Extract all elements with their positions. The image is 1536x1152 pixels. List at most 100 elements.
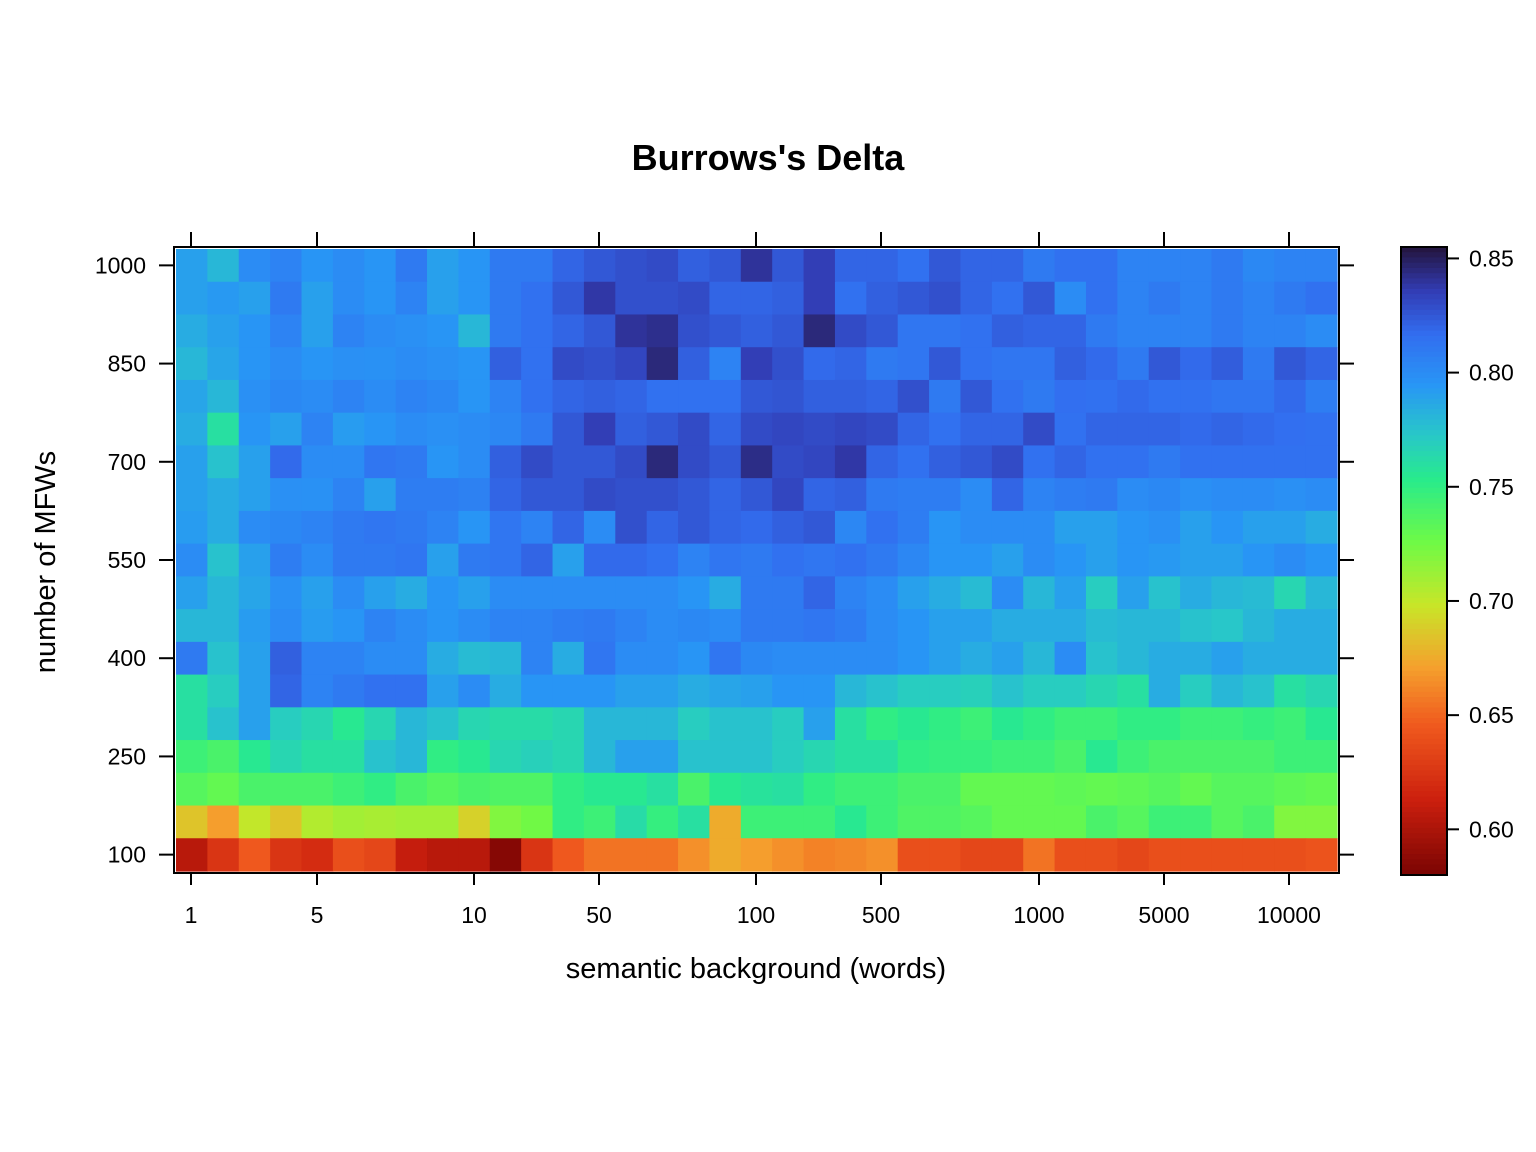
heatmap-cell <box>270 478 303 512</box>
colorbar-segment <box>1401 461 1447 468</box>
heatmap-cell <box>803 838 836 872</box>
heatmap-cell <box>364 707 397 741</box>
heatmap-cell <box>1180 347 1213 381</box>
heatmap-cell <box>583 379 616 414</box>
heatmap-cell <box>458 478 491 512</box>
colorbar-segment <box>1401 571 1447 578</box>
heatmap-cell <box>991 576 1024 610</box>
heatmap-cell <box>991 412 1024 447</box>
colorbar-tick-label: 0.80 <box>1469 360 1514 386</box>
heatmap-cell <box>615 510 648 545</box>
heatmap-cell <box>1211 314 1244 348</box>
heatmap-cell <box>772 838 805 872</box>
colorbar-segment <box>1401 838 1447 845</box>
heatmap-cell <box>646 510 679 545</box>
heatmap-cell <box>1148 609 1181 643</box>
heatmap-cell <box>521 576 554 610</box>
y-tick-label: 250 <box>108 743 146 769</box>
heatmap-cell <box>521 609 554 643</box>
heatmap-cell <box>1023 740 1056 774</box>
heatmap-cell <box>960 838 993 872</box>
heatmap-cell <box>1305 249 1338 283</box>
heatmap-cell <box>866 249 899 283</box>
heatmap-cell <box>1117 281 1150 316</box>
colorbar-segment <box>1401 419 1447 426</box>
heatmap-cell <box>1274 281 1307 316</box>
heatmap-cell <box>1085 347 1118 381</box>
heatmap-cell <box>678 674 711 708</box>
colorbar-segment <box>1401 602 1447 609</box>
heatmap-cell <box>709 543 742 577</box>
heatmap-cell <box>1242 772 1275 807</box>
heatmap-cell <box>1242 510 1275 545</box>
heatmap-cell <box>897 478 930 512</box>
heatmap-cell <box>395 707 428 741</box>
heatmap-cell <box>1180 281 1213 316</box>
colorbar-segment <box>1401 388 1447 395</box>
colorbar-segment <box>1401 529 1447 536</box>
heatmap-cell <box>1148 281 1181 316</box>
heatmap-cell <box>991 609 1024 643</box>
heatmap-cell <box>709 314 742 348</box>
heatmap-cell <box>489 740 522 774</box>
heatmap-cell <box>489 838 522 872</box>
heatmap-cell <box>1085 379 1118 414</box>
heatmap-cell <box>332 478 365 512</box>
colorbar-segment <box>1401 608 1447 614</box>
colorbar-segment <box>1401 848 1447 855</box>
heatmap-cell <box>772 641 805 676</box>
heatmap-cell <box>364 543 397 577</box>
heatmap-cell <box>615 609 648 643</box>
heatmap-cell <box>1242 314 1275 348</box>
heatmap-cell <box>364 674 397 708</box>
heatmap-cell <box>270 740 303 774</box>
heatmap-cell <box>803 510 836 545</box>
heatmap-cell <box>301 641 334 676</box>
heatmap-cell <box>1274 478 1307 512</box>
heatmap-cell <box>960 543 993 577</box>
heatmap-cell <box>301 838 334 872</box>
heatmap-cell <box>207 674 240 708</box>
colorbar-segment <box>1401 508 1447 515</box>
heatmap-cell <box>552 445 585 479</box>
heatmap-cell <box>1305 772 1338 807</box>
colorbar-segment <box>1401 346 1447 353</box>
colorbar-segment <box>1401 414 1447 421</box>
heatmap-cell <box>678 838 711 872</box>
colorbar-segment <box>1401 257 1447 264</box>
colorbar-segment <box>1401 472 1447 478</box>
colorbar-segment <box>1401 247 1447 253</box>
heatmap-cell <box>1242 445 1275 479</box>
heatmap-cell <box>521 281 554 316</box>
heatmap-cell <box>709 838 742 872</box>
heatmap-cell <box>207 609 240 643</box>
x-tick-label: 1 <box>185 902 198 928</box>
heatmap-cell <box>646 838 679 872</box>
heatmap-cell <box>1085 641 1118 676</box>
heatmap-cell <box>1117 772 1150 807</box>
heatmap-cell <box>929 772 962 807</box>
heatmap-cell <box>1305 445 1338 479</box>
heatmap-cell <box>427 445 460 479</box>
heatmap-cell <box>270 249 303 283</box>
heatmap-cell <box>866 674 899 708</box>
heatmap-cell <box>929 412 962 447</box>
heatmap-cell <box>615 314 648 348</box>
heatmap-cell <box>834 249 867 283</box>
heatmap-cell <box>1180 379 1213 414</box>
heatmap-cell <box>1117 314 1150 348</box>
heatmap-cell <box>678 641 711 676</box>
heatmap-cell <box>427 412 460 447</box>
heatmap-cell <box>678 740 711 774</box>
heatmap-cell <box>960 576 993 610</box>
heatmap-cell <box>301 445 334 479</box>
heatmap-cell <box>1242 609 1275 643</box>
heatmap-cell <box>458 707 491 741</box>
heatmap-cell <box>834 281 867 316</box>
colorbar-segment <box>1401 440 1447 447</box>
heatmap-cell <box>521 314 554 348</box>
colorbar-segment <box>1401 398 1447 405</box>
heatmap-cell <box>207 510 240 545</box>
x-tick-label: 5000 <box>1138 902 1189 928</box>
colorbar-segment <box>1401 477 1447 484</box>
